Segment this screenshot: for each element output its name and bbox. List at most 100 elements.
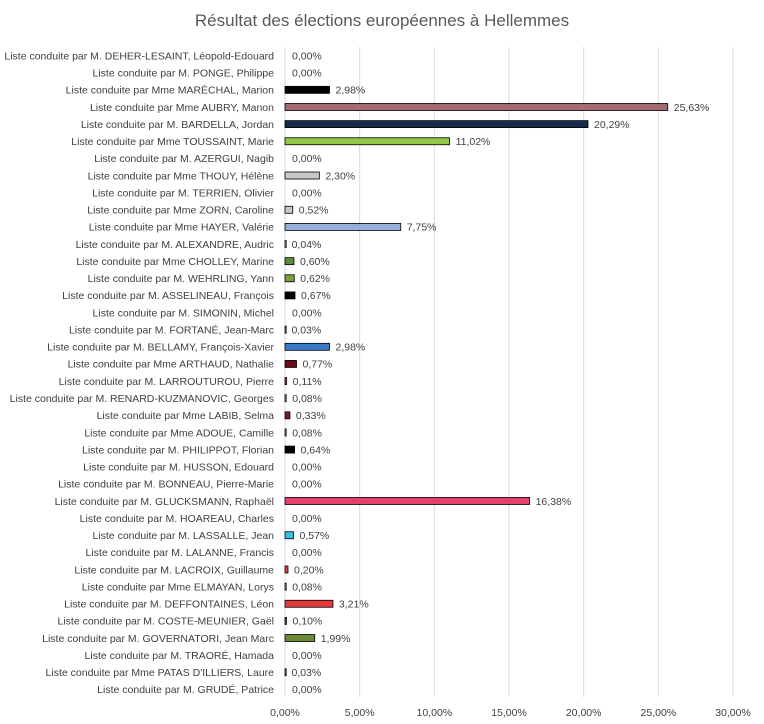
data-label: 3,21% bbox=[339, 599, 369, 611]
bar bbox=[284, 171, 320, 180]
category-label: Liste conduite par M. ASSELINEAU, Franço… bbox=[62, 290, 274, 302]
category-label: Liste conduite par Mme THOUY, Hélène bbox=[88, 170, 275, 182]
category-label: Liste conduite par M. BONNEAU, Pierre-Ma… bbox=[58, 479, 274, 491]
bar bbox=[284, 103, 669, 111]
category-label: Liste conduite par M. FORTANÉ, Jean-Marc bbox=[69, 323, 274, 336]
category-label: Liste conduite par Mme ELMAYAN, Lorys bbox=[82, 581, 274, 593]
category-label: Liste conduite par M. AZERGUI, Nagib bbox=[94, 153, 274, 165]
x-axis-ticks: 0,00% 5,00% 10,00% 15,00% 20,00% 25,00% 30,00% bbox=[270, 707, 751, 719]
data-label: 0,08% bbox=[292, 581, 322, 593]
category-label: Liste conduite par M. GLUCKSMANN, Raphaë… bbox=[55, 496, 274, 508]
x-tick-label: 10,00% bbox=[417, 707, 453, 719]
data-label: 0,08% bbox=[292, 393, 322, 405]
data-label: 0,60% bbox=[300, 256, 330, 268]
data-label: 2,98% bbox=[336, 342, 366, 354]
bar bbox=[284, 428, 287, 437]
category-label: Liste conduite par Mme ZORN, Caroline bbox=[87, 205, 274, 217]
category-label: Liste conduite par Mme LABIB, Selma bbox=[97, 410, 275, 422]
bar bbox=[284, 531, 294, 540]
data-label: 11,02% bbox=[456, 136, 491, 148]
category-label: Liste conduite par M. TERRIEN, Olivier bbox=[92, 187, 274, 199]
category-label: Liste conduite par Mme CHOLLEY, Marine bbox=[76, 256, 274, 268]
data-label: 0,00% bbox=[292, 513, 322, 525]
bar bbox=[284, 616, 287, 625]
bar bbox=[284, 240, 287, 248]
category-label: Liste conduite par Mme AUBRY, Manon bbox=[90, 102, 274, 114]
data-label: 0,00% bbox=[292, 479, 322, 491]
data-label: 0,00% bbox=[292, 462, 322, 474]
bar bbox=[284, 565, 289, 574]
category-label: Liste conduite par M. RENARD-KUZMANOVIC,… bbox=[10, 393, 274, 405]
x-tick-label: 5,00% bbox=[345, 707, 375, 719]
data-label: 2,30% bbox=[325, 170, 355, 182]
category-label: Liste conduite par M. PHILIPPOT, Florian bbox=[82, 444, 274, 456]
data-label: 0,52% bbox=[299, 205, 329, 217]
data-label: 0,20% bbox=[294, 564, 324, 576]
bar bbox=[284, 668, 287, 677]
chart-title: Résultat des élections européennes à Hel… bbox=[195, 11, 569, 30]
data-label: 0,33% bbox=[296, 410, 326, 422]
data-label: 0,67% bbox=[301, 290, 331, 302]
data-label: 0,57% bbox=[300, 530, 330, 542]
data-label: 25,63% bbox=[674, 102, 710, 114]
data-label: 0,08% bbox=[292, 427, 322, 439]
bar bbox=[284, 582, 287, 591]
data-label: 0,00% bbox=[292, 153, 322, 165]
category-label: Liste conduite par M. BELLAMY, François-… bbox=[47, 342, 274, 354]
category-label: Liste conduite par Mme ARTHAUD, Nathalie bbox=[68, 359, 275, 371]
bar bbox=[284, 325, 287, 334]
category-label: Liste conduite par M. GRUDÉ, Patrice bbox=[97, 683, 274, 696]
bar bbox=[284, 445, 295, 454]
bar bbox=[284, 342, 330, 351]
data-label: 0,00% bbox=[292, 307, 322, 319]
data-label: 0,04% bbox=[292, 239, 322, 251]
data-label: 0,00% bbox=[292, 187, 322, 199]
bar bbox=[284, 634, 316, 642]
data-label: 0,03% bbox=[291, 667, 321, 679]
bar bbox=[284, 291, 296, 300]
data-label: 0,00% bbox=[292, 547, 322, 559]
data-label: 16,38% bbox=[536, 496, 572, 508]
data-label: 20,29% bbox=[594, 119, 630, 131]
bar bbox=[284, 599, 334, 608]
x-tick-label: 15,00% bbox=[491, 707, 527, 719]
bar bbox=[284, 137, 450, 146]
bar bbox=[284, 257, 295, 266]
category-label: Liste conduite par Mme PATAS D'ILLIERS, … bbox=[46, 667, 275, 679]
bars bbox=[284, 85, 669, 677]
data-label: 0,77% bbox=[302, 359, 332, 371]
category-label: Liste conduite par M. LASSALLE, Jean bbox=[92, 530, 274, 542]
category-label: Liste conduite par Mme MARÉCHAL, Marion bbox=[66, 84, 274, 97]
x-tick-label: 0,00% bbox=[270, 707, 300, 719]
bar bbox=[284, 377, 288, 385]
category-label: Liste conduite par M. ALEXANDRE, Audric bbox=[76, 239, 274, 251]
category-label: Liste conduite par M. DEHER-LESAINT, Léo… bbox=[4, 50, 274, 62]
category-label: Liste conduite par M. LACROIX, Guillaume bbox=[74, 564, 274, 576]
data-label: 0,62% bbox=[300, 273, 330, 285]
data-label: 0,64% bbox=[301, 444, 331, 456]
bar bbox=[284, 274, 295, 283]
x-tick-label: 20,00% bbox=[566, 707, 602, 719]
data-label: 0,03% bbox=[291, 324, 321, 336]
bar bbox=[284, 120, 589, 129]
data-label: 0,10% bbox=[292, 616, 322, 628]
data-label: 0,00% bbox=[292, 684, 322, 696]
data-label: 0,00% bbox=[292, 50, 322, 62]
data-label: 2,98% bbox=[336, 85, 366, 97]
category-label: Liste conduite par Mme HAYER, Valérie bbox=[89, 222, 274, 234]
bar bbox=[284, 394, 287, 403]
x-tick-label: 30,00% bbox=[715, 707, 751, 719]
x-tick-label: 25,00% bbox=[641, 707, 677, 719]
bar bbox=[284, 222, 402, 231]
data-label: 7,75% bbox=[407, 222, 437, 234]
data-label: 0,11% bbox=[293, 376, 322, 388]
category-label: Liste conduite par M. BARDELLA, Jordan bbox=[81, 119, 274, 131]
category-label: Liste conduite par M. GOVERNATORI, Jean … bbox=[42, 633, 274, 645]
category-label: Liste conduite par M. COSTE-MEUNIER, Gaë… bbox=[58, 616, 275, 628]
category-label: Liste conduite par M. LARROUTUROU, Pierr… bbox=[59, 376, 274, 388]
category-label: Liste conduite par M. DEFFONTAINES, Léon bbox=[64, 599, 274, 611]
category-label: Liste conduite par M. HOAREAU, Charles bbox=[80, 513, 274, 525]
data-labels: 0,00%0,00%2,98%25,63%20,29%11,02%0,00%2,… bbox=[291, 50, 709, 696]
category-label: Liste conduite par Mme TOUSSAINT, Marie bbox=[71, 136, 274, 148]
